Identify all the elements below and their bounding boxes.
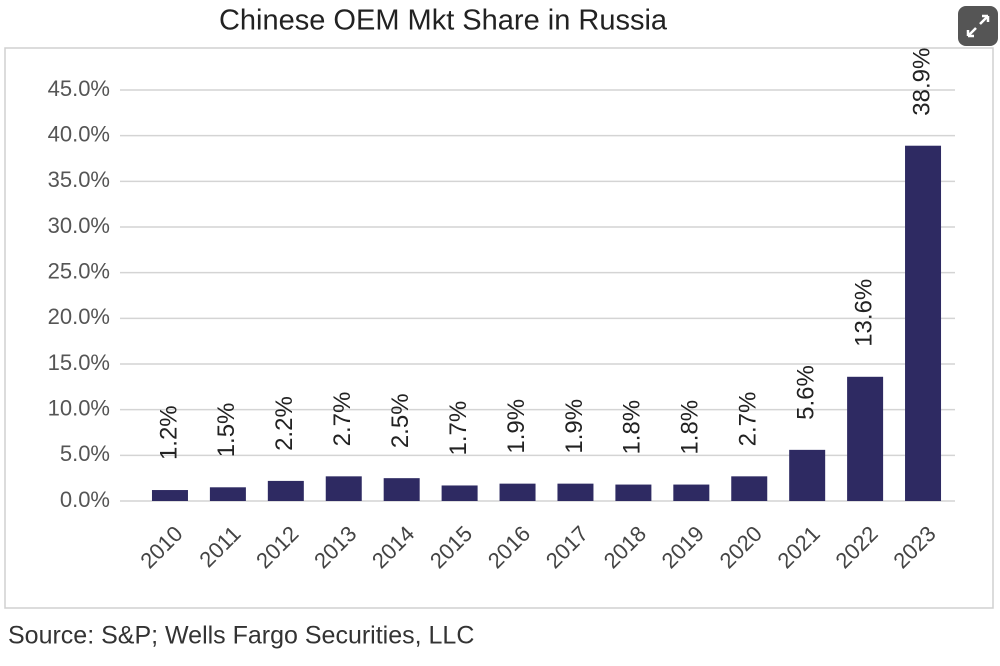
bar [789, 449, 826, 501]
data-label: 1.8% [619, 400, 646, 455]
bar [267, 480, 304, 501]
x-tick-label: 2020 [715, 521, 767, 573]
y-tick-label: 0.0% [60, 487, 110, 512]
bar [847, 376, 884, 501]
y-tick-label: 30.0% [48, 213, 110, 238]
y-tick-label: 5.0% [60, 441, 110, 466]
x-tick-label: 2013 [309, 521, 361, 573]
y-tick-label: 25.0% [48, 258, 110, 283]
bar [905, 145, 942, 502]
x-tick-label: 2018 [599, 521, 651, 573]
x-tick-label: 2011 [194, 521, 245, 572]
chart-title: Chinese OEM Mkt Share in Russia [219, 5, 668, 37]
data-label: 38.9% [908, 48, 935, 116]
expand-button[interactable] [958, 6, 998, 46]
data-label: 1.2% [155, 405, 182, 460]
x-tick-label: 2010 [135, 521, 187, 573]
expand-icon[interactable] [966, 14, 990, 38]
x-tick-label: 2014 [367, 521, 419, 573]
bar [383, 478, 420, 501]
data-label: 2.7% [735, 392, 762, 447]
data-label: 1.9% [503, 399, 530, 454]
data-label: 2.5% [387, 393, 414, 448]
data-label: 1.9% [561, 399, 588, 454]
expand-icon-bg[interactable] [958, 6, 998, 46]
x-tick-label: 2021 [773, 521, 825, 573]
data-label: 1.8% [677, 400, 704, 455]
x-tick-label: 2019 [657, 521, 709, 573]
bar [209, 487, 246, 501]
y-tick-label: 15.0% [48, 350, 110, 375]
y-tick-label: 20.0% [48, 304, 110, 329]
y-tick-label: 10.0% [48, 395, 110, 420]
bar [731, 476, 768, 501]
data-label: 1.5% [213, 403, 240, 458]
bar [499, 483, 536, 501]
y-tick-label: 45.0% [48, 76, 110, 101]
bar [151, 490, 188, 501]
chart-frame [4, 47, 994, 609]
x-tick-label: 2015 [425, 521, 477, 573]
source-note: Source: S&P; Wells Fargo Securities, LLC [8, 622, 474, 650]
x-tick-label: 2016 [483, 521, 535, 573]
bar [615, 484, 652, 501]
bar [557, 483, 594, 501]
data-label: 5.6% [793, 365, 820, 420]
data-label: 2.7% [329, 392, 356, 447]
data-label: 13.6% [850, 279, 877, 347]
y-tick-label: 35.0% [48, 167, 110, 192]
bar [325, 476, 362, 501]
y-tick-label: 40.0% [48, 121, 110, 146]
bar [673, 484, 710, 501]
x-tick-label: 2022 [830, 521, 882, 573]
x-tick-label: 2023 [888, 521, 940, 573]
x-tick-label: 2017 [541, 521, 593, 573]
data-label: 1.7% [445, 401, 472, 456]
x-tick-label: 2012 [251, 521, 303, 573]
bar [441, 485, 478, 501]
data-label: 2.2% [271, 396, 298, 451]
